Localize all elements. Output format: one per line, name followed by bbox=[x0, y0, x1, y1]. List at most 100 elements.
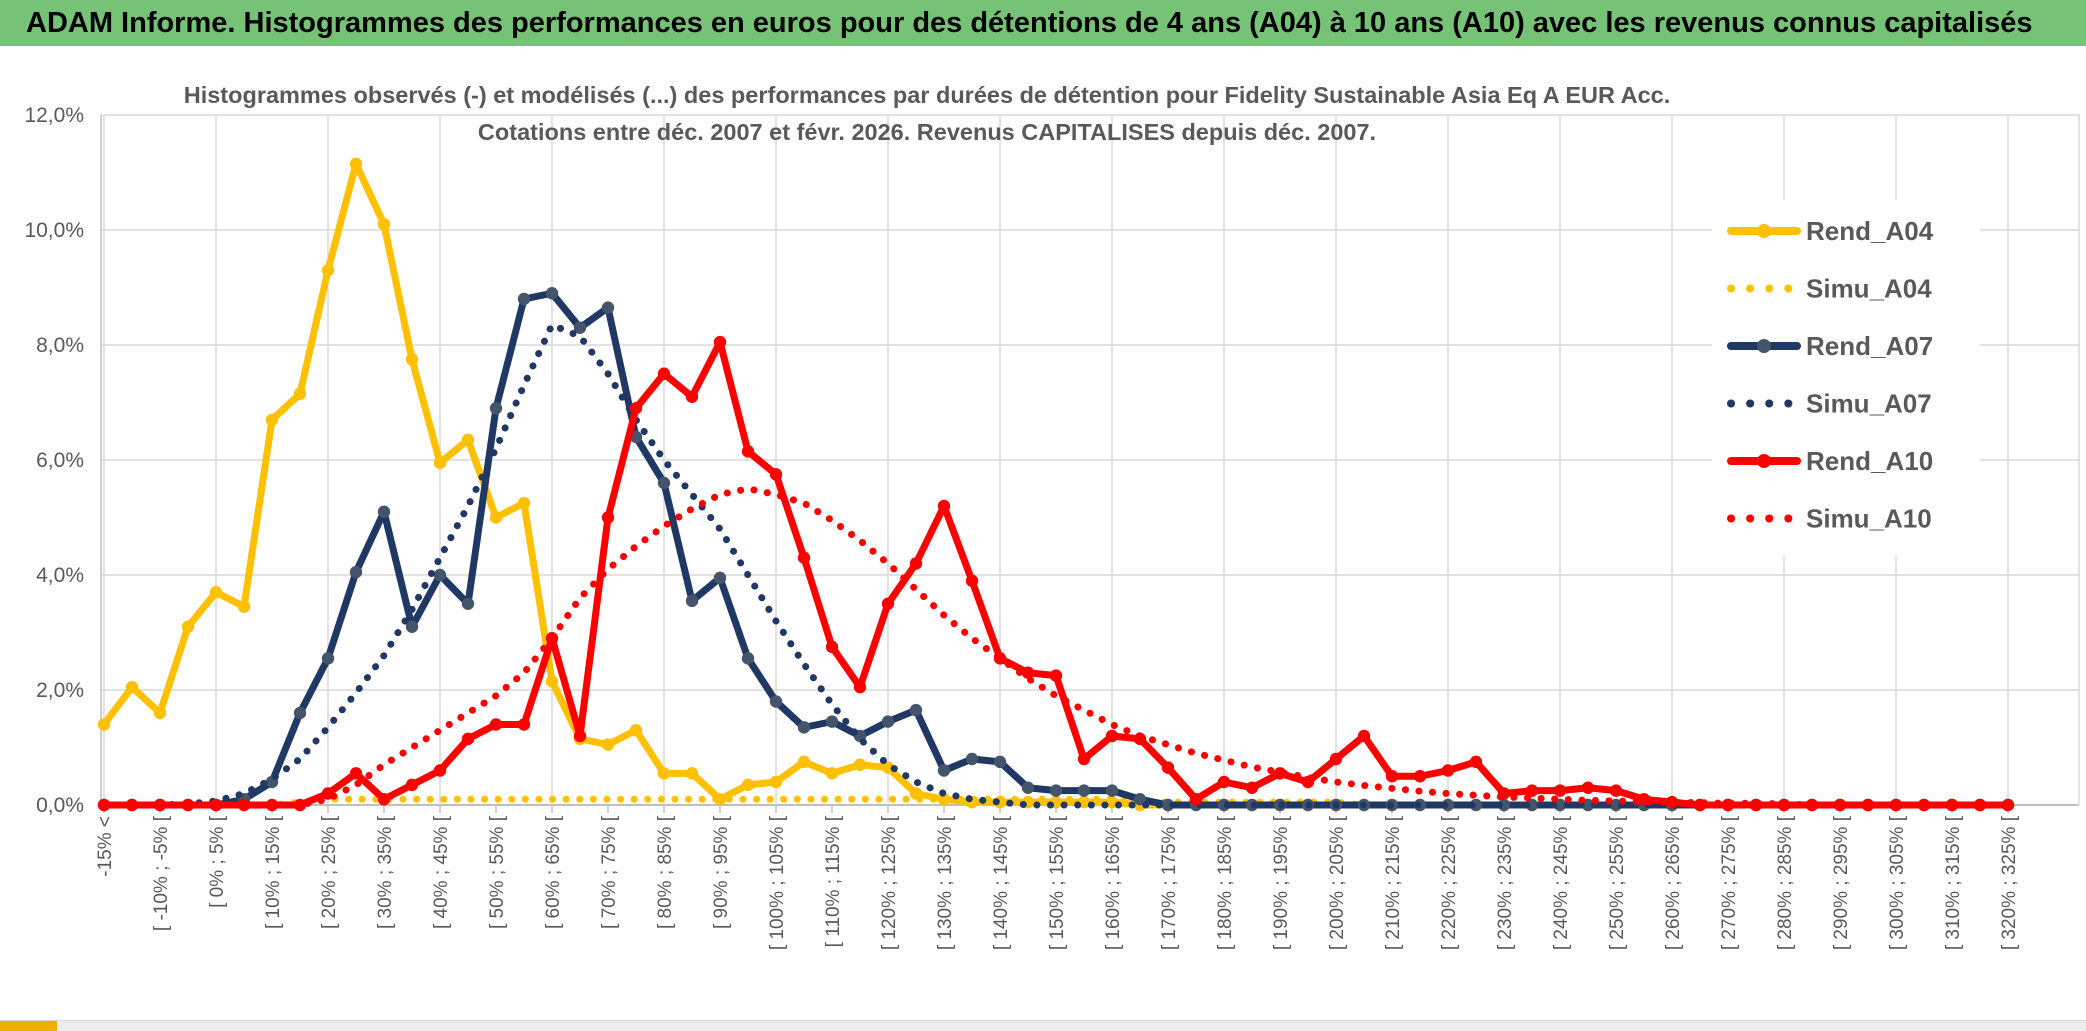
legend-item-rend_a07[interactable]: Rend_A07 bbox=[1727, 331, 1933, 361]
legend-background bbox=[1712, 200, 1980, 556]
series-marker-rend_a04 bbox=[405, 353, 419, 366]
legend-label: Simu_A10 bbox=[1806, 504, 1932, 534]
series-marker-rend_a07 bbox=[1049, 784, 1063, 797]
series-marker-rend_a07 bbox=[1525, 798, 1539, 812]
series-marker-rend_a07 bbox=[797, 721, 811, 734]
series-marker-rend_a10 bbox=[909, 557, 923, 570]
series-marker-rend_a10 bbox=[769, 468, 783, 481]
y-axis-label: 10,0% bbox=[24, 219, 84, 242]
series-marker-rend_a07 bbox=[461, 597, 475, 610]
x-axis-label: [ 210% ; 215% [ bbox=[1383, 815, 1404, 950]
series-marker-rend_a07 bbox=[377, 505, 391, 518]
series-marker-rend_a10 bbox=[601, 511, 615, 524]
y-axis-label: 8,0% bbox=[36, 334, 84, 357]
series-marker-rend_a07 bbox=[405, 620, 419, 633]
y-axis-label: 4,0% bbox=[36, 564, 84, 587]
series-marker-rend_a04 bbox=[181, 620, 195, 633]
series-marker-rend_a10 bbox=[1245, 781, 1259, 794]
x-axis-label: [ 310% ; 315% [ bbox=[1943, 815, 1964, 950]
series-marker-rend_a07 bbox=[573, 321, 587, 334]
series-marker-rend_a10 bbox=[657, 367, 671, 380]
series-marker-rend_a10 bbox=[1665, 795, 1679, 809]
legend-label: Rend_A07 bbox=[1806, 331, 1933, 361]
x-axis-label: [ 180% ; 185% [ bbox=[1215, 815, 1236, 950]
series-marker-rend_a10 bbox=[461, 732, 475, 746]
x-axis-label: [ 140% ; 145% [ bbox=[991, 815, 1012, 950]
series-marker-rend_a07 bbox=[1021, 781, 1035, 794]
series-marker-rend_a04 bbox=[545, 675, 559, 688]
series-marker-rend_a10 bbox=[489, 718, 503, 731]
series-marker-rend_a07 bbox=[909, 703, 923, 717]
series-marker-rend_a10 bbox=[825, 640, 839, 654]
series-marker-rend_a07 bbox=[713, 571, 727, 585]
series-marker-rend_a07 bbox=[517, 292, 531, 306]
x-axis-label: [ 190% ; 195% [ bbox=[1271, 815, 1292, 950]
series-marker-rend_a10 bbox=[741, 445, 755, 458]
series-marker-rend_a07 bbox=[769, 695, 783, 708]
legend-item-rend_a10[interactable]: Rend_A10 bbox=[1727, 446, 1933, 476]
x-axis-label: [ 230% ; 235% [ bbox=[1495, 815, 1516, 950]
legend-label: Rend_A10 bbox=[1806, 446, 1933, 476]
series-marker-rend_a07 bbox=[321, 652, 335, 665]
legend-item-rend_a04[interactable]: Rend_A04 bbox=[1727, 216, 1934, 246]
series-marker-rend_a04 bbox=[853, 758, 867, 771]
x-axis-label: [ 290% ; 295% [ bbox=[1831, 815, 1852, 950]
series-marker-rend_a07 bbox=[741, 652, 755, 665]
series-marker-rend_a10 bbox=[517, 718, 531, 731]
series-marker-rend_a10 bbox=[1189, 793, 1203, 806]
performance-histogram-chart: 0,0% 2,0% 4,0% 6,0% 8,0% 10,0% 12,0% -15% < [ -1… bbox=[24, 82, 2080, 950]
series-marker-rend_a04 bbox=[825, 767, 839, 780]
series-marker-rend_a07 bbox=[657, 476, 671, 490]
y-axis-label: 0,0% bbox=[36, 794, 84, 817]
header-bar: ADAM Informe. Histogrammes des performan… bbox=[0, 0, 2086, 46]
series-marker-rend_a04 bbox=[685, 767, 699, 780]
series-marker-rend_a10 bbox=[1105, 729, 1119, 743]
series-marker-rend_a10 bbox=[349, 767, 363, 780]
series-marker-rend_a10 bbox=[1357, 729, 1371, 743]
y-axis-label: 2,0% bbox=[36, 679, 84, 702]
series-marker-rend_a04 bbox=[489, 511, 503, 524]
series-marker-rend_a07 bbox=[1133, 793, 1147, 806]
series-marker-rend_a10 bbox=[1441, 764, 1455, 777]
series-line-simu_a04 bbox=[100, 795, 2012, 809]
series-marker-rend_a10 bbox=[1525, 784, 1539, 797]
bottom-scroll-bar[interactable] bbox=[0, 1020, 2086, 1031]
x-axis-label: [ 30% ; 35% [ bbox=[375, 815, 396, 929]
legend-item-simu_a07[interactable]: Simu_A07 bbox=[1727, 389, 1932, 419]
series-marker-rend_a10 bbox=[1329, 752, 1343, 766]
series-marker-rend_a04 bbox=[657, 767, 671, 780]
series-marker-rend_a04 bbox=[125, 680, 139, 694]
x-axis-label: [ 280% ; 285% [ bbox=[1775, 815, 1796, 950]
series-marker-rend_a07 bbox=[685, 594, 699, 608]
series-marker-rend_a10 bbox=[797, 551, 811, 564]
chart-title-line2: Cotations entre déc. 2007 et févr. 2026.… bbox=[478, 119, 1376, 145]
legend-item-simu_a04[interactable]: Simu_A04 bbox=[1727, 274, 1932, 304]
series-marker-rend_a04 bbox=[629, 724, 643, 737]
x-axis-label: [ 70% ; 75% [ bbox=[599, 815, 620, 929]
series-marker-rend_a10 bbox=[881, 597, 895, 610]
legend-item-simu_a10[interactable]: Simu_A10 bbox=[1727, 504, 1932, 534]
series-marker-rend_a04 bbox=[293, 387, 307, 401]
series-marker-rend_a04 bbox=[881, 761, 895, 774]
series-marker-rend_a10 bbox=[293, 798, 307, 812]
series-marker-rend_a10 bbox=[1469, 755, 1483, 769]
series-marker-rend_a10 bbox=[1609, 784, 1623, 797]
series-marker-rend_a04 bbox=[461, 433, 475, 447]
x-axis-label: [ 130% ; 135% [ bbox=[935, 815, 956, 950]
x-axis-label: [ 220% ; 225% [ bbox=[1439, 815, 1460, 950]
series-marker-rend_a10 bbox=[405, 778, 419, 792]
x-axis-label: [ 100% ; 105% [ bbox=[767, 815, 788, 950]
series-line-simu_a10 bbox=[100, 485, 2012, 809]
series-marker-rend_a10 bbox=[377, 793, 391, 806]
series-marker-rend_a10 bbox=[1385, 770, 1399, 783]
x-axis-label: [ 260% ; 265% [ bbox=[1663, 815, 1684, 950]
chart-title-line1: Histogrammes observés (-) et modélisés (… bbox=[184, 82, 1671, 108]
series-marker-rend_a07 bbox=[1553, 798, 1567, 812]
x-axis-label: -15% < bbox=[95, 816, 116, 877]
series-marker-rend_a10 bbox=[1077, 752, 1091, 766]
x-axis-label: [ 40% ; 45% [ bbox=[431, 815, 452, 929]
header-title: ADAM Informe. Histogrammes des performan… bbox=[26, 6, 2033, 39]
series-marker-rend_a07 bbox=[1161, 798, 1175, 812]
x-axis-label: [ 250% ; 255% [ bbox=[1607, 815, 1628, 950]
